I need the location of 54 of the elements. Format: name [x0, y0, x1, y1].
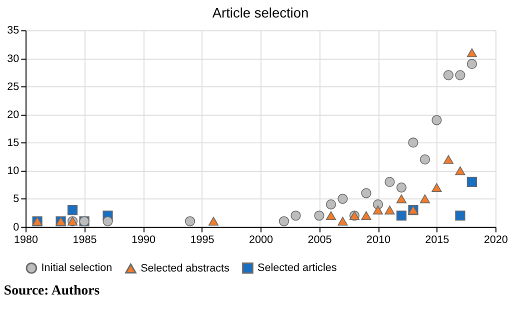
- point: [290, 210, 301, 221]
- legend-label: Selected abstracts: [140, 262, 230, 274]
- point: [408, 138, 418, 148]
- point: [361, 188, 372, 198]
- point: [361, 211, 372, 220]
- source-note: Source: Authors: [4, 282, 100, 298]
- point: [396, 182, 407, 193]
- point: [466, 176, 477, 187]
- point: [420, 154, 430, 165]
- point: [396, 210, 407, 221]
- point: [384, 176, 395, 187]
- chart-title: Article selection: [212, 5, 309, 20]
- point: [314, 210, 324, 221]
- y-tick-label: 20: [7, 108, 20, 121]
- point: [443, 70, 454, 80]
- point: [420, 194, 430, 204]
- x-tick-label: 2010: [366, 234, 390, 246]
- point: [326, 211, 336, 220]
- point: [396, 194, 407, 204]
- y-tick-label: 5: [13, 193, 20, 206]
- y-tick-label: 10: [7, 165, 20, 178]
- y-tick-label: 30: [7, 52, 20, 65]
- point: [466, 58, 477, 70]
- x-tick-label: 2015: [425, 234, 450, 246]
- x-tick-label: 1990: [132, 234, 156, 246]
- y-tick-label: 0: [13, 221, 20, 234]
- point: [432, 115, 442, 126]
- point: [326, 199, 336, 210]
- point: [67, 204, 78, 216]
- x-tick-label: 2020: [484, 234, 508, 246]
- point: [184, 216, 196, 226]
- x-tick-label: 1985: [72, 234, 97, 246]
- point: [102, 216, 113, 226]
- point: [443, 155, 454, 164]
- point: [432, 183, 442, 192]
- point: [338, 216, 348, 226]
- point: [338, 194, 348, 204]
- point: [384, 206, 395, 214]
- x-tick-label: 1980: [14, 234, 38, 246]
- point: [278, 216, 290, 226]
- x-tick-label: 1995: [190, 234, 214, 246]
- point: [455, 166, 466, 176]
- legend-label: Initial selection: [41, 262, 112, 274]
- y-tick-label: 35: [7, 24, 20, 37]
- point: [466, 48, 477, 58]
- point: [208, 216, 219, 226]
- y-tick-label: 25: [7, 80, 20, 93]
- point: [455, 210, 466, 221]
- y-tick-label: 15: [7, 137, 20, 150]
- x-tick-label: 2005: [308, 234, 332, 246]
- point: [372, 206, 384, 214]
- point: [455, 70, 466, 80]
- x-tick-label: 2000: [248, 234, 273, 246]
- legend-label: Selected articles: [258, 262, 338, 274]
